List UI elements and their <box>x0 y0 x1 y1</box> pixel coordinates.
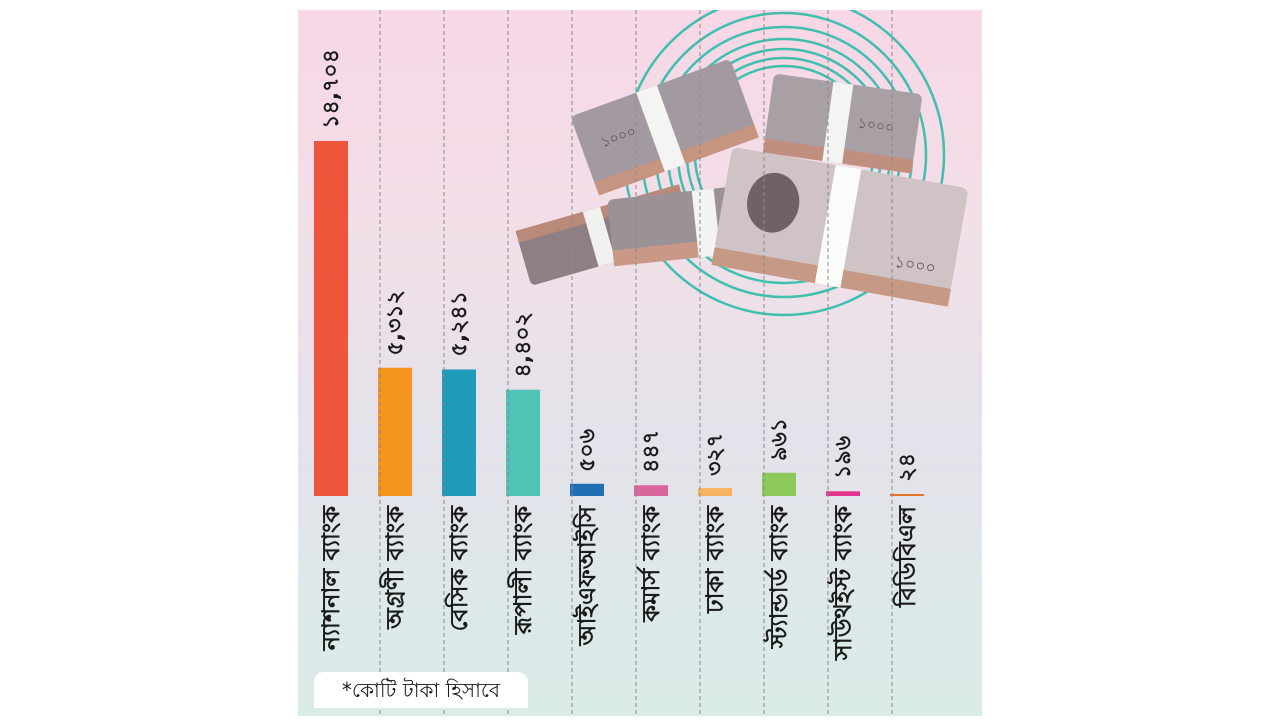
value-label: ২৪ <box>894 453 920 482</box>
bar-1 <box>314 141 348 496</box>
bar-4 <box>506 389 540 496</box>
category-label: রূপালী ব্যাংক <box>509 506 537 635</box>
category-label: বেসিক ব্যাংক <box>445 506 473 632</box>
bar-7 <box>698 488 732 496</box>
bar-8 <box>762 472 796 496</box>
bar-2 <box>378 367 412 496</box>
dividers-layer <box>379 10 893 716</box>
bar-9 <box>826 491 860 496</box>
category-label: সাউথইস্ট ব্যাংক <box>829 506 857 661</box>
value-label: ৫,৩১২ <box>382 289 408 356</box>
value-label: ১৪,৭০৪ <box>318 49 344 129</box>
category-label: স্ট্যান্ডার্ড ব্যাংক <box>765 506 793 649</box>
value-label: ১৯৬ <box>830 436 856 480</box>
category-label: বিডিবিএল <box>893 506 921 608</box>
bar-10 <box>890 494 924 496</box>
value-label: ৪৪৭ <box>638 430 664 474</box>
bar-3 <box>442 369 476 496</box>
value-label: ৩২৭ <box>702 433 728 477</box>
category-label: আইএফআইসি <box>573 506 601 646</box>
svg-text:১০০০: ১০০০ <box>857 116 895 137</box>
category-label: কমার্স ব্যাংক <box>637 506 665 622</box>
category-label: অগ্রণী ব্যাংক <box>381 506 409 629</box>
category-label: ন্যাশনাল ব্যাংক <box>317 506 345 651</box>
category-label: ঢাকা ব্যাংক <box>701 506 729 614</box>
bar-6 <box>634 485 668 496</box>
bar-5 <box>570 483 604 496</box>
chart-panel: ১০০০ ১০০০ ১০০০ ১৪,৭০৪ ন্যা <box>298 10 982 716</box>
value-label: ৫,২৪১ <box>446 291 472 357</box>
value-label: ৯৬১ <box>766 417 792 461</box>
bar-chart: ১০০০ ১০০০ ১০০০ <box>314 10 968 716</box>
unit-note: *কোটি টাকা হিসাবে <box>314 672 528 708</box>
value-label: ৫০৬ <box>574 428 600 472</box>
value-label: ৪,৪০২ <box>510 311 536 378</box>
bars-layer <box>314 141 924 496</box>
money-bundles-illustration: ১০০০ ১০০০ ১০০০ <box>515 60 968 307</box>
